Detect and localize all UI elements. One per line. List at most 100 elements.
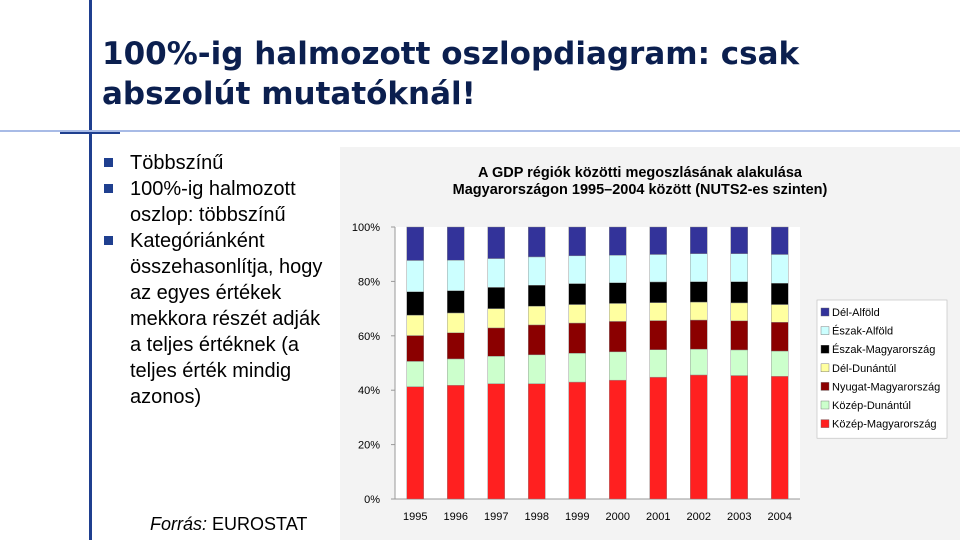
bar-segment — [690, 281, 708, 303]
bar-segment — [771, 254, 789, 284]
bullet-marker-icon — [104, 236, 113, 245]
bar-segment — [609, 226, 627, 256]
bar-segment — [568, 283, 586, 305]
x-tick-label: 1995 — [403, 511, 427, 523]
bar-segment — [528, 354, 546, 384]
bullet-list: Többszínű 100%-ig halmozott oszlop: több… — [104, 150, 334, 410]
source-label: Forrás: — [150, 514, 208, 534]
bar-segment — [771, 226, 789, 255]
bar-segment — [568, 255, 586, 284]
bar-segment — [568, 353, 586, 383]
legend-swatch — [820, 363, 830, 373]
x-tick-label: 2003 — [727, 511, 751, 523]
bar-segment — [730, 302, 748, 322]
slide-rule-accent — [60, 132, 120, 134]
bar-segment — [447, 226, 465, 261]
bar-segment — [406, 260, 424, 292]
legend-label: Közép-Dunántúl — [832, 400, 911, 412]
bar-segment — [528, 383, 546, 500]
legend-swatch — [820, 419, 830, 428]
chart-title-line2: Magyarországon 1995–2004 között (NUTS2-e… — [453, 182, 828, 198]
bar-segment — [487, 226, 505, 259]
slide-title: 100%-ig halmozott oszlopdiagram: csak ab… — [102, 36, 800, 112]
bar-segment — [609, 351, 627, 381]
bar-segment — [406, 361, 424, 387]
y-tick-label: 80% — [358, 276, 380, 288]
bar-segment — [528, 305, 546, 326]
plot-area: 0% 20% 40% 60% 80% 100% 1995 1996 1997 1998 1999 20… — [352, 222, 800, 523]
legend-label: Észak-Magyarország — [832, 343, 935, 356]
bar-segment — [568, 322, 586, 354]
source-note: Forrás: EUROSTAT — [150, 514, 307, 535]
bar-segment — [609, 303, 627, 322]
x-tick-label: 1999 — [565, 511, 589, 523]
bar-segment — [609, 255, 627, 283]
bar-segment — [487, 327, 505, 357]
bar-segment — [771, 283, 789, 305]
bar-segment — [447, 259, 465, 291]
bar-segment — [690, 374, 708, 500]
legend-swatch — [820, 307, 830, 317]
legend-label: Nyugat-Magyarország — [832, 381, 940, 393]
bar-segment — [406, 291, 424, 316]
bar-segment — [528, 226, 546, 258]
bullet-item: Kategóriánként összehasonlítja, hogy az … — [104, 228, 334, 410]
legend-swatch — [820, 344, 830, 354]
y-tick-label: 40% — [358, 385, 380, 397]
chart-panel: A GDP régiók közötti megoszlásának alaku… — [340, 147, 960, 540]
bar-segment — [730, 226, 748, 254]
bar-segment — [690, 301, 708, 321]
bar-segment — [730, 253, 748, 282]
slide-horizontal-rule — [0, 130, 960, 132]
legend-swatch — [820, 326, 830, 335]
y-tick-label: 100% — [352, 222, 380, 234]
bar-segment — [690, 348, 708, 376]
bar-segment — [649, 376, 667, 500]
legend-swatch — [820, 400, 830, 410]
y-tick-label: 20% — [358, 440, 380, 452]
bar-segment — [528, 324, 546, 356]
stacked-bar-chart: A GDP régiók közötti megoszlásának alaku… — [352, 165, 948, 523]
bar-segment — [649, 226, 667, 255]
bar-segment — [406, 335, 424, 362]
bar-segment — [447, 312, 465, 334]
x-tick-label: 1996 — [444, 511, 468, 523]
bar-segment — [487, 258, 505, 288]
bar-segment — [730, 349, 748, 376]
x-tick-label: 1997 — [484, 511, 508, 523]
bar-segment — [487, 287, 505, 309]
bar-segment — [568, 381, 586, 500]
bullet-item: Többszínű — [104, 150, 334, 176]
source-value: EUROSTAT — [212, 514, 308, 534]
bar-segment — [609, 321, 627, 353]
legend-box — [816, 299, 948, 439]
bar-segment — [649, 320, 667, 350]
chart-legend: Dél-Alföld Észak-Alföld Észak-Magyarország… — [816, 299, 948, 439]
bar-segment — [771, 350, 789, 377]
bullet-text: Többszínű — [130, 152, 224, 174]
legend-swatch — [820, 382, 830, 391]
bar-segment — [690, 226, 708, 254]
slide-vertical-rule — [89, 0, 92, 540]
bar-segment — [487, 355, 505, 384]
bullet-text: Kategóriánként összehasonlítja, hogy az … — [130, 230, 323, 408]
bar-segment — [730, 320, 748, 351]
bar-segment — [730, 281, 748, 304]
legend-label: Észak-Alföld — [832, 325, 893, 338]
bar-segment — [649, 281, 667, 303]
bar-segment — [447, 332, 465, 360]
x-tick-label: 1998 — [525, 511, 549, 523]
y-tick-label: 60% — [358, 331, 380, 343]
bar-segment — [730, 375, 748, 500]
x-tick-label: 2000 — [606, 511, 630, 523]
bullet-item: 100%-ig halmozott oszlop: többszínű — [104, 176, 334, 228]
bar-segment — [406, 226, 424, 261]
bar-segment — [568, 226, 586, 257]
legend-label: Dél-Alföld — [832, 307, 880, 319]
bar-segment — [609, 282, 627, 304]
legend-label: Közép-Magyarország — [832, 419, 937, 431]
bullet-text: 100%-ig halmozott oszlop: többszínű — [130, 178, 296, 226]
bar-segment — [406, 386, 424, 500]
legend-label: Dél-Dunántúl — [832, 363, 896, 375]
x-tick-label: 2002 — [687, 511, 711, 523]
